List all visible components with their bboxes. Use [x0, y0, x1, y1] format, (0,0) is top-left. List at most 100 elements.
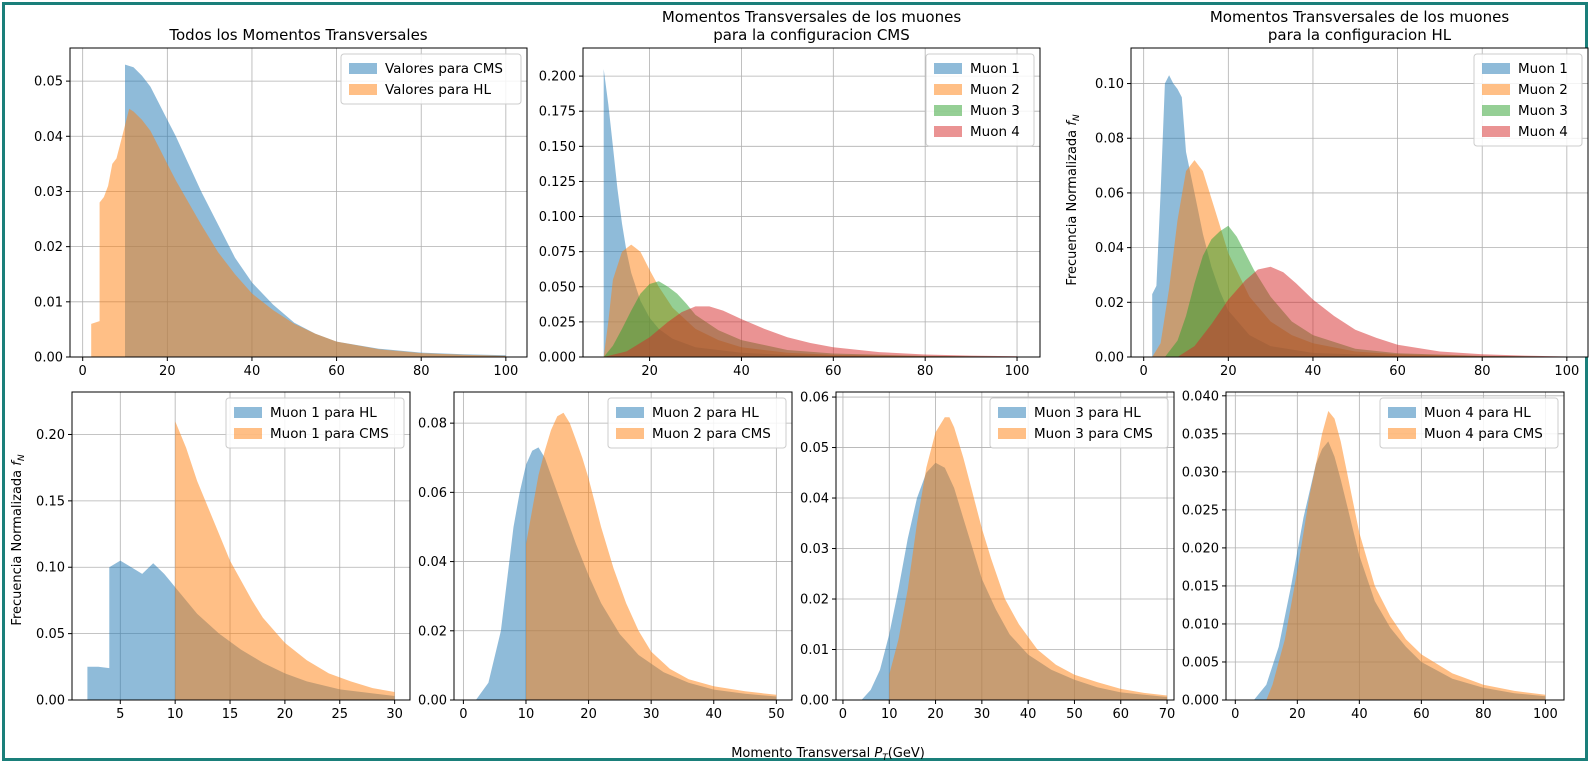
legend-label: Muon 1 para CMS	[270, 426, 389, 442]
x-tick-label: 0	[459, 707, 467, 722]
x-tick-label: 20	[159, 364, 176, 379]
axes-frame	[582, 47, 1041, 358]
x-tick-label: 40	[1305, 364, 1322, 379]
series-group	[1152, 75, 1567, 357]
legend: Muon 1 para HL Muon 1 para CMS	[225, 397, 405, 449]
axes-frame	[1130, 47, 1589, 358]
y-tick-label: 0.150	[539, 140, 576, 155]
y-tick-label: 0.00	[1095, 351, 1124, 366]
x-tick-label: 40	[1351, 707, 1368, 722]
y-tick-label: 0.08	[1095, 132, 1124, 147]
y-tick-label: 0.05	[800, 441, 829, 456]
legend-swatch	[1482, 63, 1510, 74]
x-tick-label: 30	[974, 707, 991, 722]
y-tick-label: 0.125	[539, 175, 576, 190]
x-tick-label: 50	[768, 707, 785, 722]
y-tick-label: 0.10	[36, 561, 65, 576]
x-tick-label: 20	[580, 707, 597, 722]
y-tick-label: 0.06	[800, 391, 829, 406]
y-tick-label: 0.00	[418, 694, 447, 709]
y-tick-label: 0.20	[36, 428, 65, 443]
x-tick-label: 25	[331, 707, 348, 722]
x-tick-label: 20	[277, 707, 294, 722]
x-tick-label: 20	[641, 364, 658, 379]
y-tick-label: 0.075	[539, 245, 576, 260]
x-tick-label: 80	[917, 364, 934, 379]
legend-box	[1379, 397, 1559, 449]
subplot-3: 0 20 40 60 80 100 0.00 0.02 0.04 0.06 0.08 0.10 Mome…	[1095, 8, 1589, 379]
y-tick-label: 0.04	[1095, 241, 1124, 256]
x-tick-label: 40	[1020, 707, 1037, 722]
legend-swatch	[234, 428, 262, 439]
y-tick-label: 0.00	[800, 694, 829, 709]
x-tick-label: 30	[386, 707, 403, 722]
y-tick-label: 0.00	[34, 351, 63, 366]
legend-box	[607, 397, 787, 449]
x-tick-label: 20	[1289, 707, 1306, 722]
x-tick-label: 15	[222, 707, 239, 722]
x-tick-label: 10	[167, 707, 184, 722]
x-tick-label: 30	[643, 707, 660, 722]
y-tick-label: 0.050	[539, 280, 576, 295]
y-tick-label: 0.025	[539, 315, 576, 330]
series-area-4	[1177, 266, 1567, 357]
axes-frame	[1225, 391, 1565, 701]
legend-swatch	[998, 407, 1026, 418]
axes-frame	[69, 47, 528, 358]
chart-title: Momentos Transversales de los muones	[1210, 8, 1509, 26]
x-tick-label: 10	[881, 707, 898, 722]
subplot-1: 0 20 40 60 80 100 0.00 0.01 0.02 0.03 0.04 0.05 Todo…	[34, 26, 528, 379]
legend-label: Muon 2 para CMS	[652, 426, 771, 442]
y-tick-label: 0.03	[34, 185, 63, 200]
legend-swatch	[349, 84, 377, 95]
legend-box	[1473, 53, 1583, 147]
y-tick-label: 0.020	[1182, 541, 1219, 556]
x-tick-label: 20	[1220, 364, 1237, 379]
legend-label: Muon 4	[970, 124, 1020, 140]
legend: Muon 4 para HL Muon 4 para CMS	[1379, 397, 1559, 449]
legend-swatch	[934, 126, 962, 137]
x-tick-label: 20	[927, 707, 944, 722]
y-tick-label: 0.03	[800, 542, 829, 557]
series-area-2	[526, 412, 777, 700]
x-tick-label: 60	[1413, 707, 1430, 722]
x-tick-label: 100	[493, 364, 518, 379]
legend-label: Muon 3	[970, 103, 1020, 119]
legend: Muon 1 Muon 2 Muon 3 Muon 4	[1473, 53, 1583, 147]
x-tick-label: 70	[1159, 707, 1176, 722]
legend-swatch	[934, 63, 962, 74]
legend-label: Valores para CMS	[385, 61, 503, 77]
legend-label: Muon 4 para CMS	[1424, 426, 1543, 442]
x-tick-label: 0	[1231, 707, 1239, 722]
x-tick-label: 0	[839, 707, 847, 722]
series-area-2	[1266, 411, 1546, 700]
chart-title: para la configuracion CMS	[713, 26, 910, 44]
series-area-2	[175, 421, 395, 700]
figure-y-axis-label-bottom: Frecuencia Normalizada fN	[10, 454, 27, 625]
y-tick-label: 0.05	[36, 627, 65, 642]
x-tick-label: 60	[1389, 364, 1406, 379]
legend: Valores para CMS Valores para HL	[340, 53, 522, 105]
x-tick-label: 60	[328, 364, 345, 379]
y-tick-label: 0.04	[800, 492, 829, 507]
y-tick-label: 0.035	[1182, 427, 1219, 442]
legend-label: Valores para HL	[385, 82, 491, 98]
y-tick-label: 0.175	[539, 105, 576, 120]
legend-label: Muon 3 para HL	[1034, 405, 1141, 421]
x-tick-label: 5	[116, 707, 124, 722]
chart-title: Todos los Momentos Transversales	[168, 26, 427, 44]
series-area-2	[91, 108, 506, 357]
legend-label: Muon 1	[970, 61, 1020, 77]
legend-label: Muon 3 para CMS	[1034, 426, 1153, 442]
x-tick-label: 60	[1112, 707, 1129, 722]
y-tick-label: 0.01	[800, 643, 829, 658]
y-tick-label: 0.000	[539, 351, 576, 366]
legend-label: Muon 4	[1518, 124, 1568, 140]
legend: Muon 3 para HL Muon 3 para CMS	[989, 397, 1169, 449]
x-tick-label: 80	[1474, 364, 1491, 379]
y-tick-label: 0.100	[539, 210, 576, 225]
legend-swatch	[934, 105, 962, 116]
legend-swatch	[934, 84, 962, 95]
x-tick-label: 40	[244, 364, 261, 379]
